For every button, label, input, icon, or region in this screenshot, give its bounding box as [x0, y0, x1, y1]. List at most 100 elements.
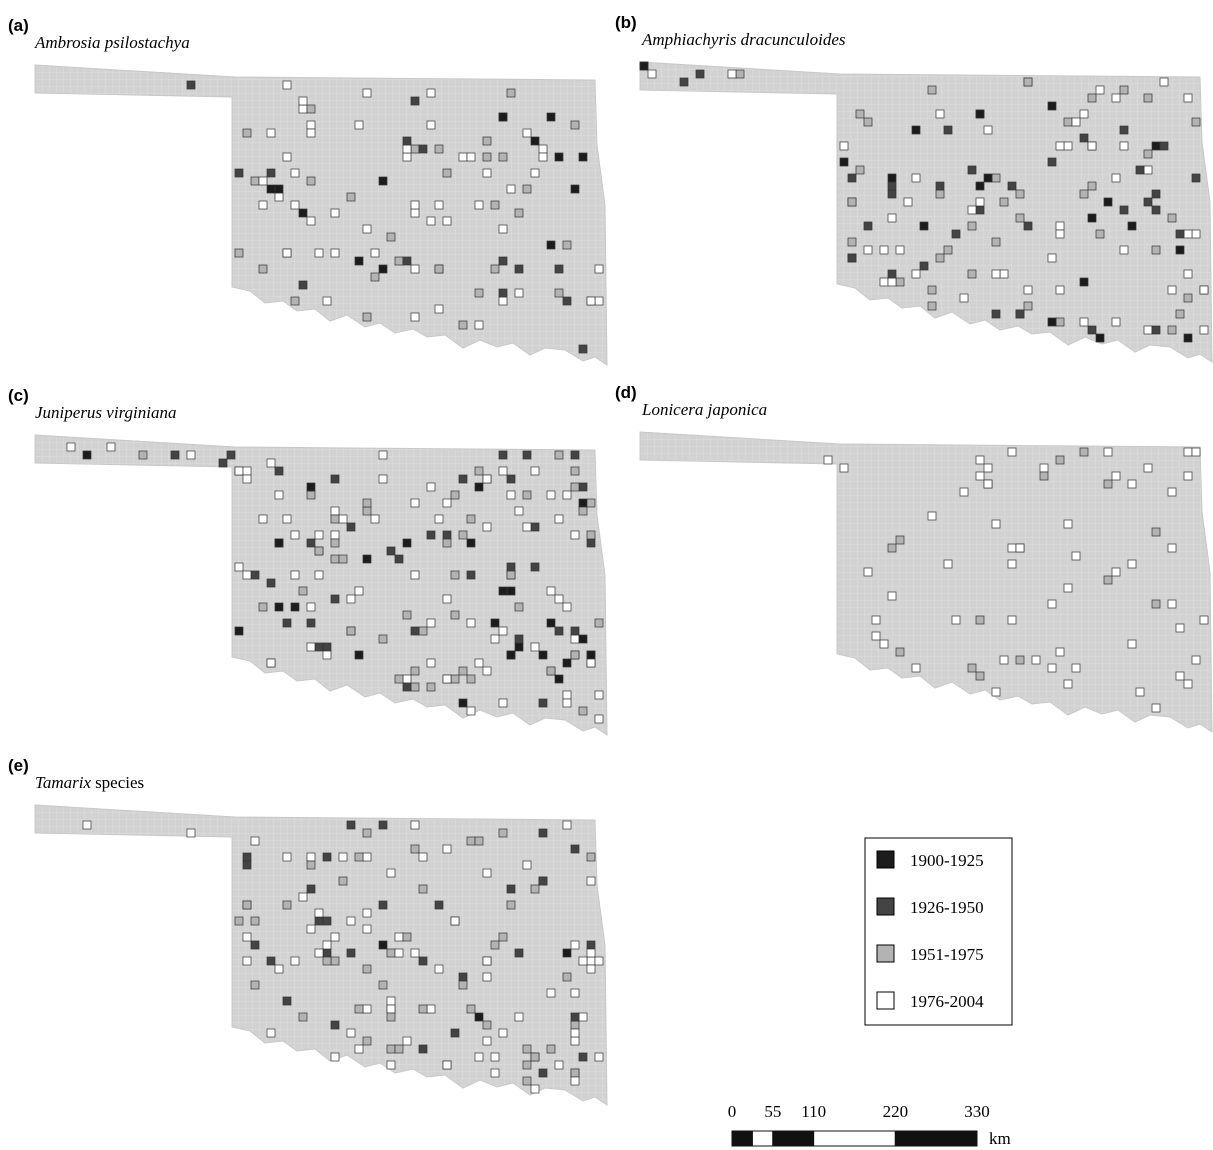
record-square: [895, 277, 905, 287]
record-square: [506, 88, 516, 98]
record-square: [570, 530, 580, 540]
record-square: [450, 674, 460, 684]
record-square: [562, 690, 572, 700]
record-square: [1127, 479, 1137, 489]
record-square: [490, 264, 500, 274]
record-square: [410, 96, 420, 106]
state-outline: [34, 64, 608, 366]
record-square: [943, 559, 953, 569]
species-name: Lonicera japonica: [641, 400, 767, 419]
record-square: [530, 884, 540, 894]
record-square: [586, 538, 596, 548]
record-square: [562, 972, 572, 982]
record-square: [578, 482, 588, 492]
record-square: [466, 570, 476, 580]
record-square: [386, 996, 396, 1006]
record-square: [266, 956, 276, 966]
record-square: [234, 168, 244, 178]
record-square: [314, 248, 324, 258]
record-square: [570, 940, 580, 950]
record-square: [991, 269, 1001, 279]
record-square: [490, 1068, 500, 1078]
record-square: [1103, 447, 1113, 457]
record-square: [594, 956, 604, 966]
record-square: [927, 301, 937, 311]
record-square: [1015, 655, 1025, 665]
record-square: [338, 514, 348, 524]
record-square: [274, 466, 284, 476]
record-square: [362, 312, 372, 322]
record-square: [474, 288, 484, 298]
record-square: [314, 570, 324, 580]
record-square: [935, 253, 945, 263]
record-square: [290, 200, 300, 210]
record-square: [538, 144, 548, 154]
record-square: [434, 200, 444, 210]
record-square: [578, 634, 588, 644]
record-square: [426, 530, 436, 540]
record-square: [999, 655, 1009, 665]
record-square: [314, 948, 324, 958]
record-square: [426, 658, 436, 668]
record-square: [266, 578, 276, 588]
record-square: [514, 634, 524, 644]
record-square: [1079, 317, 1089, 327]
scale-label: 330: [964, 1102, 990, 1121]
record-square: [1023, 77, 1033, 87]
record-square: [546, 988, 556, 998]
record-square: [879, 639, 889, 649]
record-square: [562, 948, 572, 958]
record-square: [346, 1028, 356, 1038]
record-square: [855, 165, 865, 175]
record-square: [274, 538, 284, 548]
record-square: [943, 245, 953, 255]
record-square: [1095, 85, 1105, 95]
record-square: [1079, 133, 1089, 143]
record-square: [1007, 543, 1017, 553]
record-square: [458, 980, 468, 990]
record-square: [570, 482, 580, 492]
record-square: [1055, 229, 1065, 239]
record-square: [362, 908, 372, 918]
record-square: [250, 836, 260, 846]
record-square: [234, 626, 244, 636]
record-square: [386, 948, 396, 958]
record-square: [1143, 463, 1153, 473]
record-square: [410, 208, 420, 218]
record-square: [306, 104, 316, 114]
record-square: [234, 466, 244, 476]
record-square: [1007, 181, 1017, 191]
record-square: [378, 900, 388, 910]
record-square: [402, 932, 412, 942]
record-square: [306, 860, 316, 870]
record-square: [330, 208, 340, 218]
record-square: [298, 104, 308, 114]
record-square: [410, 666, 420, 676]
record-square: [474, 1012, 484, 1022]
state-map: [34, 804, 608, 1106]
record-square: [594, 714, 604, 724]
record-square: [1023, 221, 1033, 231]
record-square: [895, 647, 905, 657]
record-square: [322, 940, 332, 950]
record-square: [1047, 599, 1057, 609]
record-square: [506, 474, 516, 484]
record-square: [258, 264, 268, 274]
record-square: [506, 570, 516, 580]
record-square: [887, 543, 897, 553]
record-square: [1111, 93, 1121, 103]
record-square: [490, 1052, 500, 1062]
record-square: [562, 658, 572, 668]
record-square: [482, 474, 492, 484]
record-square: [306, 884, 316, 894]
record-square: [474, 658, 484, 668]
record-square: [967, 205, 977, 215]
record-square: [170, 450, 180, 460]
record-square: [1119, 85, 1129, 95]
record-square: [346, 626, 356, 636]
record-square: [410, 682, 420, 692]
record-square: [847, 237, 857, 247]
record-square: [847, 173, 857, 183]
record-square: [863, 117, 873, 127]
record-square: [386, 1004, 396, 1014]
